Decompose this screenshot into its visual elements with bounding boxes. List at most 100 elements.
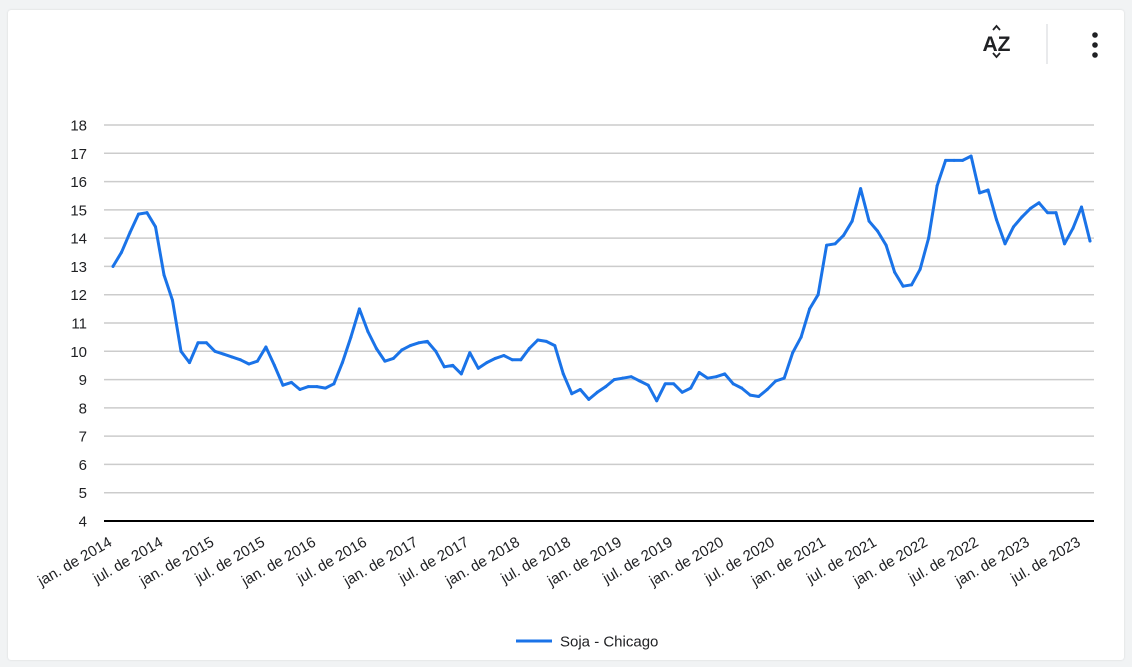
data-point[interactable] [553,344,557,348]
data-point[interactable] [782,376,786,380]
data-point[interactable] [604,385,608,389]
data-point[interactable] [187,361,191,365]
data-point[interactable] [901,284,905,288]
data-point[interactable] [723,372,727,376]
data-point[interactable] [323,386,327,390]
data-point[interactable] [391,356,395,360]
data-point[interactable] [850,219,854,223]
data-point[interactable] [434,349,438,353]
data-point[interactable] [561,372,565,376]
data-point[interactable] [519,358,523,362]
data-point[interactable] [196,341,200,345]
data-point[interactable] [383,359,387,363]
data-point[interactable] [213,349,217,353]
data-point[interactable] [706,376,710,380]
data-point[interactable] [918,267,922,271]
data-point[interactable] [153,225,157,229]
data-point[interactable] [340,361,344,365]
sort-button[interactable]: AZ [973,24,1021,68]
data-point[interactable] [1054,211,1058,215]
data-point[interactable] [459,372,463,376]
data-point[interactable] [119,250,123,254]
data-point[interactable] [510,358,514,362]
data-point[interactable] [1012,225,1016,229]
data-point[interactable] [315,385,319,389]
data-point[interactable] [1037,201,1041,205]
data-point[interactable] [400,348,404,352]
data-point[interactable] [859,187,863,191]
data-point[interactable] [612,378,616,382]
data-point[interactable] [527,346,531,350]
data-point[interactable] [697,371,701,374]
data-point[interactable] [476,366,480,370]
data-point[interactable] [884,243,888,247]
data-point[interactable] [893,270,897,274]
data-point[interactable] [799,335,803,339]
data-point[interactable] [680,390,684,394]
data-point[interactable] [672,382,676,386]
data-point[interactable] [1080,205,1084,209]
data-point[interactable] [221,352,225,356]
data-point[interactable] [451,363,455,367]
data-point[interactable] [536,338,540,342]
data-point[interactable] [366,329,370,333]
data-point[interactable] [944,158,948,162]
data-point[interactable] [952,158,956,162]
data-point[interactable] [825,243,829,247]
data-point[interactable] [128,230,132,234]
data-point[interactable] [485,361,489,365]
data-point[interactable] [689,386,693,390]
data-point[interactable] [281,383,285,387]
data-point[interactable] [264,345,268,349]
data-point[interactable] [978,191,982,195]
data-point[interactable] [638,379,642,383]
data-point[interactable] [417,341,421,345]
data-point[interactable] [731,382,735,386]
data-point[interactable] [1071,226,1075,230]
data-point[interactable] [204,341,208,345]
data-point[interactable] [876,229,880,233]
data-point[interactable] [425,339,429,343]
data-point[interactable] [570,392,574,396]
data-point[interactable] [842,233,846,237]
data-point[interactable] [493,356,497,360]
series-line-soja-chicago[interactable] [111,154,1092,403]
data-point[interactable] [587,397,591,401]
data-point[interactable] [230,355,234,359]
data-point[interactable] [408,344,412,348]
data-point[interactable] [629,375,633,379]
data-point[interactable] [468,351,472,355]
data-point[interactable] [621,376,625,380]
data-point[interactable] [757,395,761,399]
data-point[interactable] [961,158,965,162]
data-point[interactable] [298,387,302,391]
data-point[interactable] [544,339,548,343]
data-point[interactable] [442,365,446,369]
data-point[interactable] [238,358,242,362]
data-point[interactable] [247,362,251,366]
data-point[interactable] [808,307,812,311]
data-point[interactable] [927,236,931,240]
data-point[interactable] [995,218,999,222]
data-point[interactable] [272,363,276,367]
data-point[interactable] [910,283,914,287]
data-point[interactable] [162,273,166,277]
data-point[interactable] [255,359,259,363]
data-point[interactable] [935,184,939,188]
data-point[interactable] [502,354,506,358]
data-point[interactable] [986,188,990,192]
data-point[interactable] [289,380,293,384]
data-point[interactable] [332,382,336,386]
data-point[interactable] [145,211,149,215]
data-point[interactable] [136,212,140,216]
data-point[interactable] [663,382,667,386]
data-point[interactable] [714,375,718,379]
data-point[interactable] [1046,211,1050,215]
data-point[interactable] [111,264,115,268]
data-point[interactable] [179,349,183,353]
data-point[interactable] [1020,215,1024,219]
data-point[interactable] [774,379,778,383]
data-point[interactable] [833,242,837,246]
data-point[interactable] [748,393,752,397]
legend[interactable]: Soja - Chicago [516,634,658,651]
